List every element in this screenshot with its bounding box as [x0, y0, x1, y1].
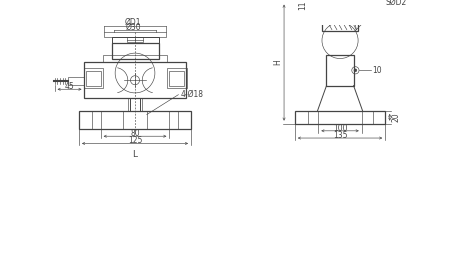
- Text: 11: 11: [298, 0, 308, 10]
- Bar: [167, 68, 186, 88]
- Text: 125: 125: [128, 136, 142, 145]
- Bar: [103, 55, 167, 62]
- Bar: [325, 55, 355, 86]
- Text: 4-Ø18: 4-Ø18: [180, 90, 203, 99]
- Circle shape: [354, 69, 357, 72]
- Bar: [315, 2, 365, 8]
- Bar: [84, 68, 103, 88]
- Bar: [320, 8, 360, 13]
- Bar: [127, 37, 143, 42]
- Bar: [112, 43, 159, 59]
- Bar: [68, 77, 85, 85]
- Bar: [86, 71, 101, 86]
- Bar: [92, 111, 178, 129]
- Text: H: H: [273, 60, 282, 65]
- Text: 45: 45: [64, 82, 74, 91]
- Bar: [104, 32, 166, 37]
- Text: Ø30: Ø30: [125, 22, 141, 32]
- Text: 80: 80: [130, 129, 140, 138]
- Bar: [295, 111, 385, 124]
- Text: L: L: [133, 150, 138, 159]
- Bar: [79, 111, 191, 129]
- Bar: [308, 111, 372, 124]
- Text: 135: 135: [333, 131, 347, 140]
- Bar: [322, 13, 358, 32]
- Bar: [170, 71, 184, 86]
- Bar: [112, 37, 159, 43]
- Text: ØD1: ØD1: [125, 18, 142, 27]
- Text: 10: 10: [372, 66, 382, 75]
- Text: 100: 100: [333, 124, 347, 133]
- Text: 20: 20: [392, 112, 400, 122]
- Bar: [130, 98, 140, 111]
- Bar: [85, 62, 186, 98]
- Text: SØD2: SØD2: [385, 0, 406, 7]
